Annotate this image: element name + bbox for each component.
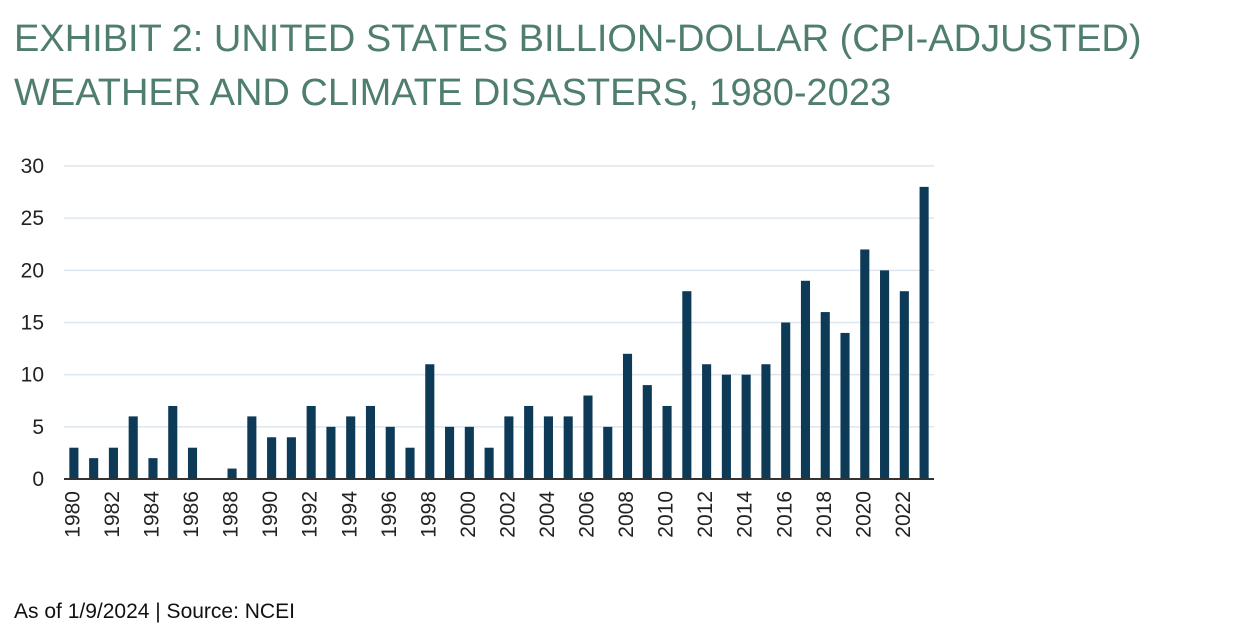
bar-1984 [148, 458, 158, 479]
bar-2006 [583, 395, 593, 479]
x-tick-label: 2016 [773, 491, 796, 538]
bar-1993 [326, 426, 336, 479]
bar-2017 [800, 280, 811, 479]
chart-title: EXHIBIT 2: UNITED STATES BILLION-DOLLAR … [14, 18, 1142, 114]
x-tick-label: 2014 [734, 491, 757, 538]
y-tick-label: 20 [21, 259, 44, 282]
bar-1995 [365, 405, 376, 479]
bar-2021 [880, 270, 890, 479]
bar-2020 [860, 249, 870, 479]
bar-2005 [563, 416, 573, 479]
y-tick-label: 30 [21, 155, 44, 178]
x-tick-label: 2008 [615, 491, 638, 538]
bar-1998 [425, 364, 435, 479]
bar-2019 [840, 332, 850, 479]
bar-1986 [187, 447, 198, 479]
source-note: As of 1/9/2024 | Source: NCEI [14, 600, 295, 623]
bar-1992 [306, 405, 316, 479]
y-tick-label: 25 [21, 207, 44, 230]
x-tick-label: 1980 [61, 491, 84, 538]
x-tick-label: 1994 [338, 491, 361, 538]
y-tick-label: 5 [32, 416, 44, 439]
bar-2002 [504, 416, 514, 479]
x-tick-label: 2002 [496, 491, 519, 538]
bar-2012 [702, 364, 712, 479]
x-tick-label: 1982 [101, 491, 124, 538]
bar-1996 [385, 426, 395, 479]
bar-1980 [69, 447, 79, 479]
bar-1994 [346, 416, 356, 479]
bar-1988 [227, 468, 237, 479]
y-tick-label: 10 [21, 364, 44, 387]
y-tick-label: 0 [32, 468, 44, 491]
bar-1990 [267, 437, 277, 479]
bar-2010 [662, 405, 672, 479]
bar-1983 [128, 416, 138, 479]
bar-2014 [741, 374, 751, 479]
x-tick-label: 2018 [813, 491, 836, 538]
x-tick-label: 1988 [220, 491, 243, 538]
bar-1991 [286, 437, 296, 479]
y-tick-label: 15 [21, 312, 44, 335]
bars [69, 186, 929, 479]
bar-1981 [89, 458, 99, 479]
x-tick-label: 1992 [299, 491, 322, 538]
x-tick-label: 1984 [141, 491, 164, 538]
x-tick-label: 2010 [655, 491, 678, 538]
bar-2023 [919, 186, 929, 479]
x-axis-ticks: 1980 1982 1984 1986 1988 1990 1992 1994 1996 1998… [61, 491, 914, 538]
x-tick-label: 2022 [892, 491, 915, 538]
bar-2022 [899, 291, 909, 479]
bar-2011 [682, 291, 692, 479]
x-tick-label: 2012 [694, 491, 717, 538]
bar-1985 [168, 405, 178, 479]
x-tick-label: 1986 [180, 491, 203, 538]
bar-1982 [108, 447, 118, 479]
y-axis-ticks: 0 5 10 15 20 25 30 [21, 155, 44, 491]
x-tick-label: 2020 [852, 491, 875, 538]
chart-canvas: 0 5 10 15 20 25 30 1980 1982 1984 1986 1988 1990 199… [21, 155, 934, 538]
x-tick-label: 2000 [457, 491, 480, 538]
x-tick-label: 1990 [259, 491, 282, 538]
bar-1989 [247, 416, 257, 479]
bar-1997 [405, 447, 415, 479]
x-tick-label: 1996 [378, 491, 401, 538]
bar-2004 [543, 416, 553, 479]
bar-2013 [721, 374, 731, 479]
bar-2015 [761, 364, 771, 479]
bar-2018 [820, 312, 830, 479]
bar-2001 [484, 447, 494, 479]
bar-2007 [603, 426, 613, 479]
x-tick-label: 2006 [576, 491, 599, 538]
x-tick-label: 2004 [536, 491, 559, 538]
bar-2000 [464, 426, 474, 479]
bar-2009 [642, 385, 652, 479]
bar-2016 [781, 322, 791, 479]
bar-2008 [622, 353, 633, 479]
bar-1999 [445, 426, 455, 479]
bar-chart: 0 5 10 15 20 25 30 1980 1982 1984 1986 1988 1990 199… [0, 140, 960, 560]
bar-2003 [524, 405, 534, 479]
x-tick-label: 1998 [417, 491, 440, 538]
